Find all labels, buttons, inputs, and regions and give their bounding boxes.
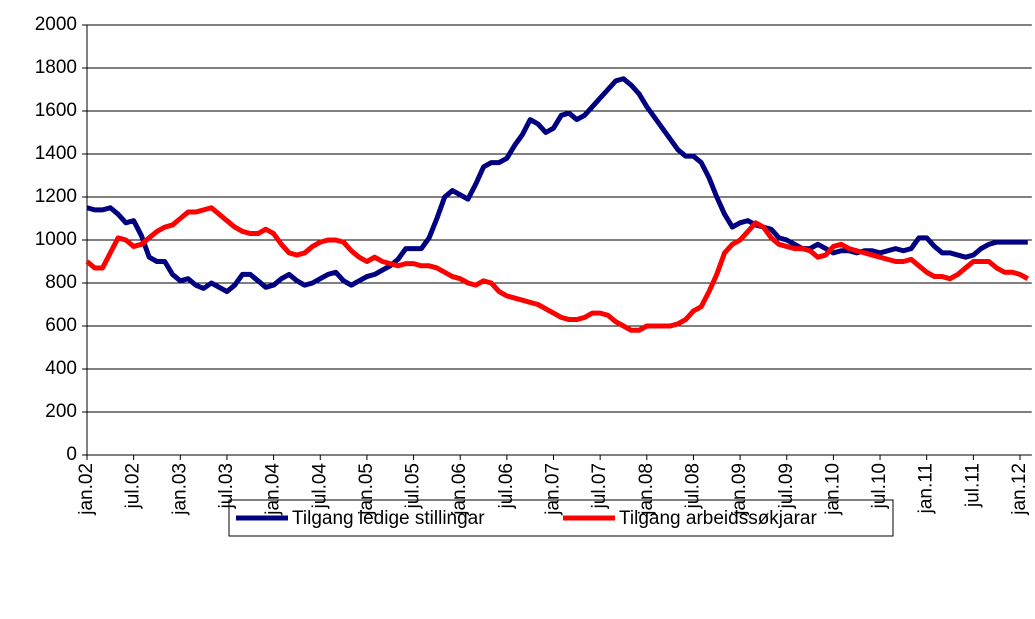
series-line bbox=[85, 205, 1029, 333]
legend-label: Tilgang ledige stillingar bbox=[292, 508, 485, 529]
x-tick-label: jan.02 bbox=[76, 463, 97, 516]
x-tick-label: jan.07 bbox=[543, 463, 564, 516]
x-tick-label: jul.06 bbox=[496, 463, 517, 509]
x-tick-label: jul.08 bbox=[682, 463, 703, 509]
x-tick-label: jul.07 bbox=[589, 463, 610, 509]
x-tick-label: jan.03 bbox=[169, 463, 190, 516]
y-tick-label: 200 bbox=[45, 401, 77, 422]
x-tick-label: jul.02 bbox=[123, 463, 144, 509]
y-tick-label: 600 bbox=[45, 315, 77, 336]
x-tick-label: jan.08 bbox=[636, 463, 657, 516]
x-tick-label: jan.12 bbox=[1009, 463, 1030, 516]
x-tick-label: jan.09 bbox=[729, 463, 750, 516]
y-tick-label: 1600 bbox=[35, 100, 77, 121]
x-tick-label: jan.11 bbox=[916, 463, 937, 514]
x-tick-label: jul.10 bbox=[869, 463, 890, 509]
series-line bbox=[86, 76, 1028, 295]
x-tick-label: jul.11 bbox=[962, 463, 983, 508]
y-tick-label: 1200 bbox=[35, 186, 77, 207]
x-tick-label: jul.03 bbox=[216, 463, 237, 509]
y-tick-label: 800 bbox=[45, 272, 77, 293]
x-tick-label: jan.06 bbox=[449, 463, 470, 516]
x-tick-label: jan.05 bbox=[356, 463, 377, 516]
y-tick-label: 1400 bbox=[35, 143, 77, 164]
x-tick-label: jan.04 bbox=[263, 463, 284, 516]
y-tick-label: 2000 bbox=[35, 14, 77, 35]
legend-box bbox=[228, 499, 894, 537]
x-tick-label: jul.05 bbox=[403, 463, 424, 509]
y-tick-label: 400 bbox=[45, 358, 77, 379]
x-tick-label: jan.10 bbox=[822, 463, 843, 516]
y-tick-label: 1000 bbox=[35, 229, 77, 250]
y-tick-label: 1800 bbox=[35, 57, 77, 78]
legend: Tilgang ledige stillingar Tilgang arbeids… bbox=[228, 499, 894, 537]
x-tick-label: jul.04 bbox=[309, 463, 330, 510]
x-tick-label: jul.09 bbox=[776, 463, 797, 509]
legend-label: Tilgang arbeidssøkjarar bbox=[619, 508, 817, 529]
y-tick-label: 0 bbox=[66, 444, 77, 465]
